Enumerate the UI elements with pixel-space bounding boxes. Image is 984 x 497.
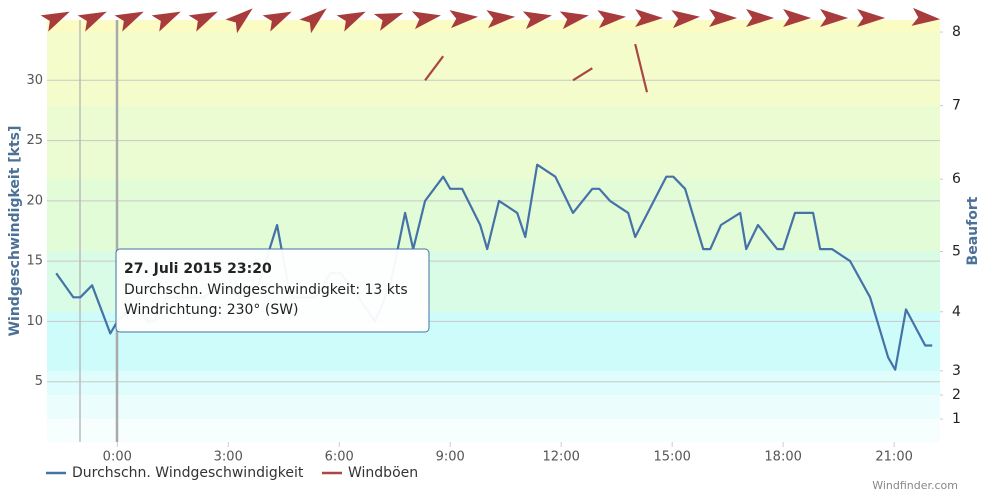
direction-arrow xyxy=(857,9,886,27)
direction-arrow xyxy=(911,7,941,26)
x-tick-label: 12:00 xyxy=(542,450,579,465)
legend-label: Windböen xyxy=(348,465,418,481)
direction-arrow xyxy=(411,11,441,30)
direction-arrow xyxy=(373,12,404,31)
y2-tick-label: 2 xyxy=(952,387,961,403)
y2-tick-label: 1 xyxy=(952,411,961,427)
beaufort-band xyxy=(47,179,940,252)
tooltip-line: Durchschn. Windgeschwindigkeit: 13 kts xyxy=(124,282,408,298)
tooltip: 27. Juli 2015 23:20 Durchschn. Windgesch… xyxy=(115,248,430,333)
y-axis-title: Windgeschwindigkeit [kts] xyxy=(7,126,23,337)
direction-arrow xyxy=(299,8,327,34)
y-tick-label: 10 xyxy=(26,314,43,329)
beaufort-band xyxy=(47,419,940,442)
legend: Durchschn. Windgeschwindigkeit Windböen xyxy=(46,465,418,481)
labels: 5 10 15 20 25 30 1 2 3 4 5 6 7 8 0:00 3:00 6:00 9:00 12:00… xyxy=(26,24,961,464)
direction-arrow xyxy=(597,10,627,29)
y-tick-label: 5 xyxy=(35,374,43,389)
direction-arrow xyxy=(486,10,516,29)
beaufort-band xyxy=(47,105,940,180)
direction-arrows xyxy=(40,7,941,34)
legend-label: Durchschn. Windgeschwindigkeit xyxy=(72,465,304,481)
beaufort-band xyxy=(47,32,940,106)
direction-arrow xyxy=(449,10,479,29)
direction-arrow xyxy=(77,11,107,32)
x-tick-label: 3:00 xyxy=(214,450,243,465)
y-tick-label: 15 xyxy=(26,254,43,269)
y2-tick-label: 3 xyxy=(952,363,961,379)
x-tick-label: 6:00 xyxy=(325,450,354,465)
beaufort-band xyxy=(47,394,940,420)
x-tick-label: 18:00 xyxy=(764,450,801,465)
tooltip-line: Windrichtung: 230° (SW) xyxy=(124,302,299,318)
beaufort-band xyxy=(47,370,940,395)
direction-arrow xyxy=(188,11,218,32)
direction-arrow xyxy=(746,9,775,27)
series-line xyxy=(424,43,649,93)
bands xyxy=(47,20,940,442)
y2-tick-label: 6 xyxy=(952,171,961,187)
y2-tick-label: 7 xyxy=(952,98,961,114)
direction-arrow xyxy=(336,11,366,32)
x-tick-label: 9:00 xyxy=(436,450,465,465)
y2-tick-label: 4 xyxy=(952,304,961,320)
y-tick-label: 20 xyxy=(26,193,43,208)
direction-arrow xyxy=(709,9,738,27)
x-tick-label: 0:00 xyxy=(103,450,132,465)
direction-arrow xyxy=(114,11,144,32)
direction-arrow xyxy=(522,11,552,30)
direction-arrow xyxy=(671,10,701,29)
x-tick-label: 15:00 xyxy=(653,450,690,465)
direction-arrow xyxy=(151,11,181,32)
y-tick-label: 30 xyxy=(26,73,43,88)
tooltip-box xyxy=(115,248,430,333)
direction-arrow xyxy=(225,8,253,34)
y2-axis-title: Beaufort xyxy=(965,196,981,265)
direction-arrow xyxy=(559,11,589,30)
direction-arrow xyxy=(783,9,812,27)
y2-tick-label: 5 xyxy=(952,243,961,259)
x-tick-label: 21:00 xyxy=(875,450,912,465)
tooltip-title: 27. Juli 2015 23:20 xyxy=(124,261,272,277)
direction-arrow xyxy=(635,9,664,27)
direction-arrow xyxy=(262,11,292,32)
y-tick-label: 25 xyxy=(26,133,43,148)
y2-tick-label: 8 xyxy=(952,24,961,40)
credit: Windfinder.com xyxy=(872,479,958,492)
direction-arrow xyxy=(40,11,70,32)
direction-arrow xyxy=(820,9,849,27)
